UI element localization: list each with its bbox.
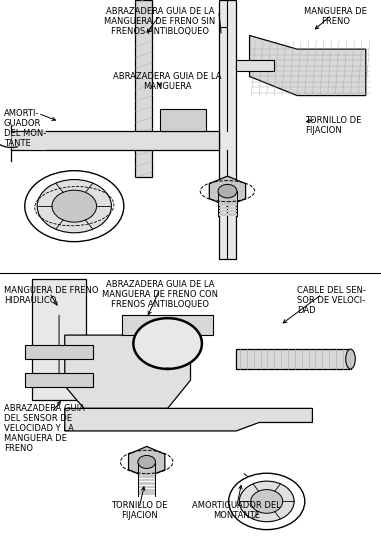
Polygon shape bbox=[138, 465, 155, 468]
Polygon shape bbox=[133, 318, 202, 369]
Polygon shape bbox=[138, 482, 155, 485]
Polygon shape bbox=[160, 109, 206, 131]
Polygon shape bbox=[32, 279, 86, 400]
Polygon shape bbox=[250, 36, 366, 95]
Polygon shape bbox=[128, 446, 165, 477]
Polygon shape bbox=[218, 204, 237, 206]
Polygon shape bbox=[25, 345, 93, 359]
Text: ABRAZADERA GUIA DE LA
MANGUERA DE FRENO SIN
FRENOS ANTIBLOQUEO: ABRAZADERA GUIA DE LA MANGUERA DE FRENO … bbox=[104, 7, 216, 36]
Polygon shape bbox=[138, 489, 155, 492]
Text: MANGUERA DE FRENO
HIDRAULICO: MANGUERA DE FRENO HIDRAULICO bbox=[4, 286, 98, 305]
Polygon shape bbox=[218, 213, 237, 216]
Text: TORNILLO DE
FIJACION: TORNILLO DE FIJACION bbox=[111, 501, 167, 521]
Polygon shape bbox=[218, 206, 237, 209]
Polygon shape bbox=[236, 60, 274, 71]
Circle shape bbox=[239, 481, 294, 522]
Polygon shape bbox=[138, 476, 155, 478]
Polygon shape bbox=[138, 492, 155, 495]
Polygon shape bbox=[11, 131, 219, 150]
Text: ABRAZADERA GUIA DE LA
MANGUERA DE FRENO CON
FRENOS ANTIBLOQUEO: ABRAZADERA GUIA DE LA MANGUERA DE FRENO … bbox=[102, 280, 218, 309]
Polygon shape bbox=[218, 190, 237, 193]
Polygon shape bbox=[138, 479, 155, 481]
Polygon shape bbox=[218, 210, 237, 213]
Circle shape bbox=[218, 184, 237, 198]
Circle shape bbox=[52, 190, 97, 222]
Polygon shape bbox=[65, 408, 312, 431]
Circle shape bbox=[251, 490, 283, 513]
Polygon shape bbox=[218, 200, 237, 203]
Polygon shape bbox=[25, 373, 93, 387]
Polygon shape bbox=[11, 131, 46, 150]
Text: AMORTIGUADOR DEL
MONTANTE: AMORTIGUADOR DEL MONTANTE bbox=[192, 501, 280, 521]
Ellipse shape bbox=[346, 349, 355, 369]
Polygon shape bbox=[135, 0, 152, 178]
Text: ABRAZADERA GUIA
DEL SENSOR DE
VELOCIDAD Y LA
MANGUERA DE
FRENO: ABRAZADERA GUIA DEL SENSOR DE VELOCIDAD … bbox=[4, 404, 85, 453]
Polygon shape bbox=[218, 197, 237, 199]
Circle shape bbox=[138, 456, 155, 468]
Text: ABRAZADERA GUIA DE LA
MANGUERA: ABRAZADERA GUIA DE LA MANGUERA bbox=[114, 72, 222, 92]
Polygon shape bbox=[138, 462, 155, 465]
Circle shape bbox=[25, 171, 124, 241]
Text: TORNILLO DE
FIJACION: TORNILLO DE FIJACION bbox=[305, 116, 361, 135]
Circle shape bbox=[229, 473, 305, 529]
Polygon shape bbox=[209, 176, 246, 206]
Circle shape bbox=[37, 179, 111, 233]
Polygon shape bbox=[218, 194, 237, 196]
Polygon shape bbox=[138, 472, 155, 475]
Polygon shape bbox=[122, 315, 213, 335]
Polygon shape bbox=[219, 0, 236, 259]
Polygon shape bbox=[138, 486, 155, 488]
Text: MANGUERA DE
FRENO: MANGUERA DE FRENO bbox=[304, 7, 367, 26]
Polygon shape bbox=[138, 469, 155, 471]
Text: CABLE DEL SEN-
SOR DE VELOCI-
DAD: CABLE DEL SEN- SOR DE VELOCI- DAD bbox=[297, 286, 366, 315]
Text: AMORTI-
GUADOR
DEL MON-
TANTE: AMORTI- GUADOR DEL MON- TANTE bbox=[4, 109, 46, 148]
Polygon shape bbox=[236, 349, 351, 369]
Polygon shape bbox=[65, 335, 190, 408]
